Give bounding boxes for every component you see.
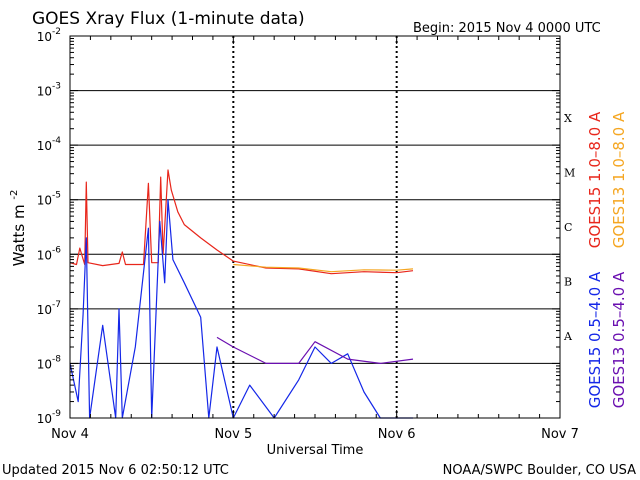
- legend-entry-3: GOES13 0.5–4.0 A: [610, 271, 628, 408]
- flare-class-b: B: [564, 276, 572, 289]
- y-tick-label-exp: -6: [52, 245, 61, 255]
- y-tick-label: 10-9: [37, 409, 62, 426]
- legend-entry-1: GOES13 1.0–8.0 A: [610, 111, 628, 248]
- y-tick-label-base: 10: [37, 139, 52, 153]
- y-tick-label-base: 10: [37, 30, 52, 44]
- y-tick-label: 10-8: [37, 354, 62, 371]
- legend-entry-0: GOES15 1.0–8.0 A: [586, 111, 604, 248]
- y-tick-label-base: 10: [37, 248, 52, 262]
- y-tick-label-exp: -2: [52, 27, 61, 37]
- flare-class-c: C: [564, 221, 572, 234]
- y-tick-label-base: 10: [37, 85, 52, 99]
- y-tick-label-exp: -3: [52, 82, 61, 92]
- y-tick-label-exp: -9: [52, 409, 61, 419]
- credit-label: NOAA/SWPC Boulder, CO USA: [443, 463, 636, 478]
- series-layer: [69, 169, 414, 419]
- legend-entry-2: GOES15 0.5–4.0 A: [586, 271, 604, 408]
- chart-title: GOES Xray Flux (1-minute data): [32, 9, 305, 29]
- flare-class-m: M: [564, 166, 575, 179]
- x-axis-label: Universal Time: [267, 443, 364, 458]
- series-line-2: [69, 199, 413, 419]
- y-tick-label-exp: -5: [52, 191, 61, 201]
- plot-frame: [69, 35, 561, 419]
- y-tick-label: 10-6: [37, 245, 62, 262]
- y-tick-label-base: 10: [37, 194, 52, 208]
- series-line-3: [216, 336, 414, 364]
- grid-layer: [70, 36, 560, 418]
- series-line-1: [233, 263, 414, 273]
- x-tick-label: Nov 7: [541, 427, 579, 442]
- y-axis-label: Watts m -2: [9, 190, 28, 267]
- flare-class-x: X: [564, 112, 572, 125]
- y-tick-label-exp: -8: [52, 354, 61, 364]
- flare-class-a: A: [563, 330, 573, 343]
- y-tick-label: 10-2: [37, 27, 61, 44]
- y-tick-label-base: 10: [37, 357, 52, 371]
- legend: GOES15 1.0–8.0 A GOES13 1.0–8.0 A GOES15 0…: [586, 111, 628, 408]
- flare-class-labels: X M C B A: [563, 112, 575, 343]
- y-tick-label: 10-7: [37, 300, 61, 317]
- series-line-0: [69, 169, 414, 275]
- x-tick-label: Nov 4: [51, 427, 89, 442]
- y-axis-label-sup: -2: [9, 190, 20, 200]
- y-tick-label-base: 10: [37, 303, 52, 317]
- y-axis-label-main: Watts m: [10, 204, 28, 266]
- y-tick-label-base: 10: [37, 412, 52, 426]
- x-tick-label: Nov 6: [378, 427, 416, 442]
- y-tick-label: 10-5: [37, 191, 61, 208]
- begin-label: Begin: 2015 Nov 4 0000 UTC: [413, 21, 601, 36]
- updated-timestamp: Updated 2015 Nov 6 02:50:12 UTC: [2, 463, 229, 478]
- y-tick-label: 10-3: [37, 82, 61, 99]
- y-tick-label-exp: -4: [52, 136, 61, 146]
- y-tick-label-exp: -7: [52, 300, 61, 310]
- y-tick-label: 10-4: [37, 136, 62, 153]
- x-tick-label: Nov 5: [214, 427, 252, 442]
